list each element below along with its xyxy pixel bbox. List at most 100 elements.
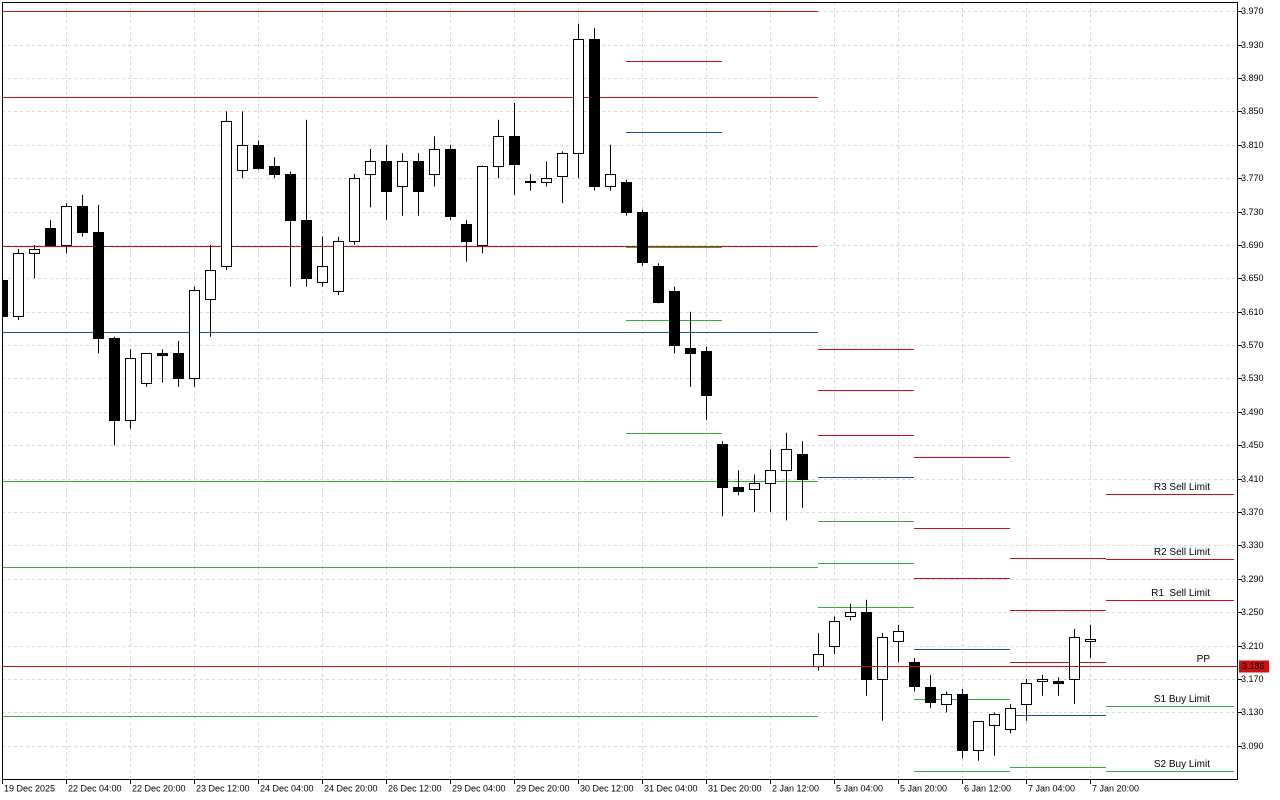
candle-body: [397, 161, 408, 187]
level-label: R1 Sell Limit: [1151, 588, 1210, 599]
axes: 3.970 3.930 3.890 3.850 3.810 3.770 3.730 3.690…: [2, 6, 1269, 793]
candle-body: [669, 291, 680, 346]
candle-body: [717, 444, 728, 488]
y-tick-label: 3.450: [1241, 440, 1264, 450]
candle-body: [573, 39, 584, 154]
x-tick-label: 5 Jan 04:00: [836, 783, 883, 793]
candle-body: [189, 290, 200, 379]
candle-body: [733, 487, 744, 492]
level-label: S1 Buy Limit: [1154, 694, 1210, 705]
candle-body: [29, 249, 40, 254]
candle-body: [493, 136, 504, 167]
candle-body: [781, 449, 792, 471]
candle-body: [125, 358, 136, 421]
candle-body: [13, 253, 24, 317]
candle-body: [269, 166, 280, 175]
y-tick-label: 3.770: [1241, 173, 1264, 183]
candle-body: [445, 149, 456, 217]
x-tick-label: 24 Dec 20:00: [324, 783, 378, 793]
x-tick-label: 19 Dec 2025: [4, 783, 55, 793]
x-tick-label: 7 Jan 20:00: [1092, 783, 1139, 793]
candle-body: [637, 212, 648, 263]
candle-body: [525, 181, 536, 183]
candle-body: [685, 348, 696, 354]
y-tick-label: 3.130: [1241, 707, 1264, 717]
x-tick-label: 5 Jan 20:00: [900, 783, 947, 793]
candle-body: [877, 637, 888, 680]
candle-body: [461, 224, 472, 242]
x-tick-label: 2 Jan 12:00: [772, 783, 819, 793]
candle-body: [365, 161, 376, 175]
candle-body: [1085, 639, 1096, 642]
candle-body: [477, 166, 488, 246]
y-tick-label: 3.690: [1241, 240, 1264, 250]
candle-body: [701, 351, 712, 396]
candle-body: [749, 483, 760, 490]
price-tag: [1239, 660, 1269, 673]
candle-body: [93, 232, 104, 339]
candle-body: [509, 136, 520, 165]
y-tick-label: 3.570: [1241, 340, 1264, 350]
x-tick-label: 7 Jan 04:00: [1028, 783, 1075, 793]
y-tick-label: 3.210: [1241, 641, 1264, 651]
y-tick-label: 3.490: [1241, 407, 1264, 417]
y-tick-label: 3.090: [1241, 741, 1264, 751]
y-tick-label: 3.970: [1241, 6, 1264, 16]
x-tick-label: 26 Dec 12:00: [388, 783, 442, 793]
candle-body: [861, 612, 872, 680]
candle-body: [1005, 708, 1016, 730]
candle-body: [61, 206, 72, 246]
candle-body: [1021, 683, 1032, 705]
candle-body: [77, 206, 88, 233]
x-tick-label: 31 Dec 20:00: [708, 783, 762, 793]
plot-border: [2, 2, 1238, 780]
y-tick-label: 3.250: [1241, 607, 1264, 617]
x-tick-label: 6 Jan 12:00: [964, 783, 1011, 793]
y-tick-label: 3.170: [1241, 674, 1264, 684]
candle-body: [813, 654, 824, 667]
x-tick-label: 22 Dec 20:00: [132, 783, 186, 793]
candle-body: [413, 161, 424, 192]
candle-body: [541, 178, 552, 183]
candle-body: [285, 174, 296, 221]
candle-body: [765, 470, 776, 484]
candle-body: [205, 270, 216, 300]
candle-body: [381, 161, 392, 192]
candle-body: [893, 631, 904, 642]
y-tick-label: 3.810: [1241, 140, 1264, 150]
candle-body: [173, 353, 184, 379]
x-tick-label: 22 Dec 04:00: [68, 783, 122, 793]
price-label: 3.186: [1242, 661, 1265, 671]
candle-body: [141, 353, 152, 384]
y-tick-label: 3.930: [1241, 40, 1264, 50]
candle-body: [909, 662, 920, 687]
candle-body: [973, 721, 984, 751]
level-label: R3 Sell Limit: [1154, 482, 1210, 493]
candle-body: [557, 153, 568, 177]
y-tick-label: 3.330: [1241, 540, 1264, 550]
y-tick-label: 3.650: [1241, 273, 1264, 283]
level-label: PP: [1197, 654, 1211, 665]
candle-body: [845, 612, 856, 617]
candle-body: [109, 338, 120, 421]
candle-body: [429, 149, 440, 175]
level-label: S2 Buy Limit: [1154, 759, 1210, 770]
y-tick-label: 3.850: [1241, 106, 1264, 116]
candle-body: [621, 182, 632, 213]
y-tick-label: 3.370: [1241, 507, 1264, 517]
candle-body: [1037, 679, 1048, 682]
candle-body: [317, 266, 328, 283]
candle-body: [941, 694, 952, 705]
candle-body: [157, 353, 168, 356]
candle-body: [301, 220, 312, 279]
x-tick-label: 29 Dec 20:00: [516, 783, 570, 793]
candle-body: [829, 621, 840, 647]
y-tick-label: 3.610: [1241, 307, 1264, 317]
plot-area: R3 Sell Limit R2 Sell Limit R1 Sell Limit P…: [2, 11, 1238, 772]
candle-body: [221, 121, 232, 267]
candle-body: [237, 145, 248, 171]
x-tick-label: 31 Dec 04:00: [644, 783, 698, 793]
candle-body: [1069, 637, 1080, 680]
